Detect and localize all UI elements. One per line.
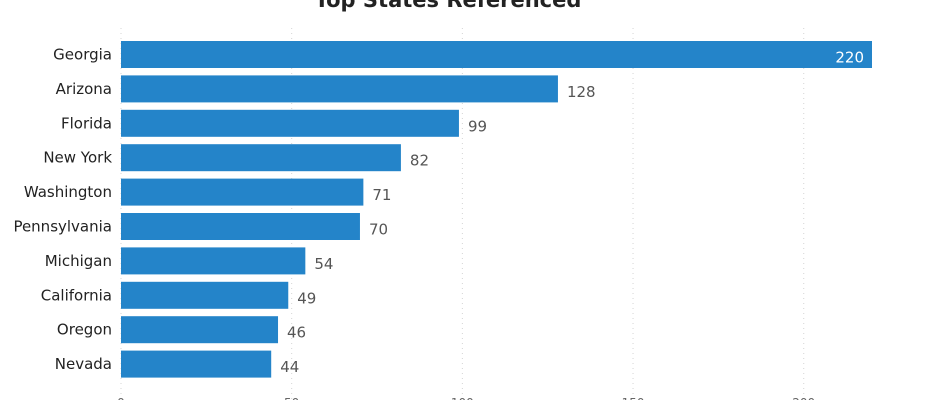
value-label: 220 <box>835 49 864 67</box>
x-tick-label: 50 <box>284 396 299 400</box>
bar[interactable] <box>121 109 459 137</box>
category-label: Nevada <box>55 355 112 373</box>
value-label: 54 <box>314 255 333 273</box>
category-label: Washington <box>24 183 112 201</box>
value-label: 49 <box>297 289 316 307</box>
labels: 0 50 100 150 200 Georgia 220 Arizona 128 Florida 9… <box>13 46 864 405</box>
category-label: New York <box>43 149 112 167</box>
value-label: 128 <box>567 83 596 101</box>
bar[interactable] <box>121 144 401 172</box>
value-label: 99 <box>468 117 487 135</box>
category-label: Pennsylvania <box>13 218 112 236</box>
x-tick-label: 100 <box>451 396 474 400</box>
category-label: Georgia <box>53 46 112 64</box>
bar[interactable] <box>121 41 872 68</box>
value-label: 70 <box>369 221 388 239</box>
category-label: Arizona <box>56 80 112 98</box>
category-label: Florida <box>61 114 112 132</box>
bar[interactable] <box>121 281 289 309</box>
bars <box>121 41 872 378</box>
bar[interactable] <box>121 350 272 378</box>
x-tick-label: 150 <box>622 396 645 400</box>
x-tick-label: 0 <box>117 396 125 400</box>
category-label: Michigan <box>45 252 112 270</box>
value-label: 71 <box>372 186 391 204</box>
value-label: 46 <box>287 324 306 342</box>
category-label: Oregon <box>57 321 112 339</box>
x-tick-label: 200 <box>792 396 815 400</box>
bar[interactable] <box>121 247 306 275</box>
bar[interactable] <box>121 178 364 206</box>
category-label: California <box>41 286 112 304</box>
bar[interactable] <box>121 316 279 344</box>
value-label: 82 <box>410 152 429 170</box>
chart-title: Top States Referenced <box>315 0 582 12</box>
bar[interactable] <box>121 213 360 240</box>
value-label: 44 <box>280 358 299 376</box>
bar[interactable] <box>121 75 558 103</box>
